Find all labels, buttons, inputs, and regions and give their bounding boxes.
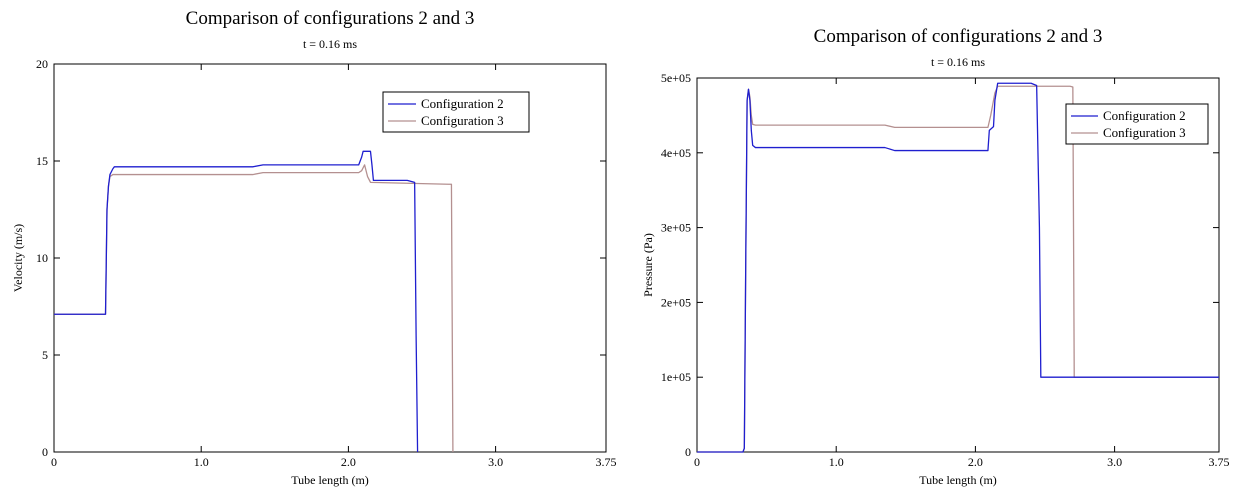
pressure-chart-subtitle: t = 0.16 ms [931,55,985,69]
velocity-xtick-label: 0 [51,455,57,469]
velocity-chart: Comparison of configurations 2 and 3 t =… [11,8,617,487]
pressure-ytick-label: 5e+05 [661,71,691,85]
pressure-x-axis-label: Tube length (m) [919,473,997,487]
pressure-xtick-label: 0 [694,455,700,469]
pressure-legend-label-config2: Configuration 2 [1103,108,1186,123]
velocity-chart-title: Comparison of configurations 2 and 3 [186,8,475,29]
velocity-legend-label-config3: Configuration 3 [421,113,504,128]
velocity-xtick-label: 1.0 [194,455,209,469]
pressure-ytick-label: 4e+05 [661,146,691,160]
velocity-legend: Configuration 2 Configuration 3 [382,91,530,133]
velocity-legend-label-config2: Configuration 2 [421,96,504,111]
velocity-series-config2-line [54,150,419,453]
velocity-chart-subtitle: t = 0.16 ms [303,37,357,51]
velocity-x-axis-label: Tube length (m) [291,473,369,487]
pressure-ytick-label: 1e+05 [661,370,691,384]
velocity-xtick-label: 3.75 [596,455,617,469]
pressure-xtick-label: 3.75 [1209,455,1230,469]
velocity-xtick-label: 3.0 [488,455,503,469]
pressure-legend-label-config3: Configuration 3 [1103,125,1186,140]
pressure-ytick-label: 2e+05 [661,295,691,309]
velocity-ytick-label: 0 [42,445,48,459]
pressure-ytick-label: 0 [685,445,691,459]
pressure-ticks: 0 1.0 2.0 3.0 3.75 0 1e+05 2e+05 3e+05 4e+05 5e+05 [661,71,1230,469]
pressure-legend-box [1065,103,1209,145]
velocity-ytick-label: 5 [42,348,48,362]
velocity-legend-box [382,91,530,133]
velocity-series-config3-line [54,164,454,453]
pressure-plot-frame [696,77,1220,453]
pressure-y-axis-label: Pressure (Pa) [641,233,655,297]
pressure-xtick-label: 1.0 [829,455,844,469]
velocity-ytick-label: 15 [36,154,48,168]
pressure-xtick-label: 2.0 [968,455,983,469]
pressure-legend: Configuration 2 Configuration 3 [1065,103,1209,145]
velocity-ticks: 0 1.0 2.0 3.0 3.75 0 5 10 15 20 [36,57,617,469]
pressure-chart-title: Comparison of configurations 2 and 3 [814,26,1103,47]
velocity-y-axis-label: Velocity (m/s) [11,224,25,292]
velocity-ytick-label: 10 [36,251,48,265]
pressure-xtick-label: 3.0 [1107,455,1122,469]
pressure-chart: Comparison of configurations 2 and 3 t =… [641,26,1230,487]
pressure-series-config2-line [697,82,1219,453]
velocity-ytick-label: 20 [36,57,48,71]
pressure-ytick-label: 3e+05 [661,221,691,235]
velocity-xtick-label: 2.0 [341,455,356,469]
pressure-series [697,82,1219,453]
velocity-series [54,150,454,453]
